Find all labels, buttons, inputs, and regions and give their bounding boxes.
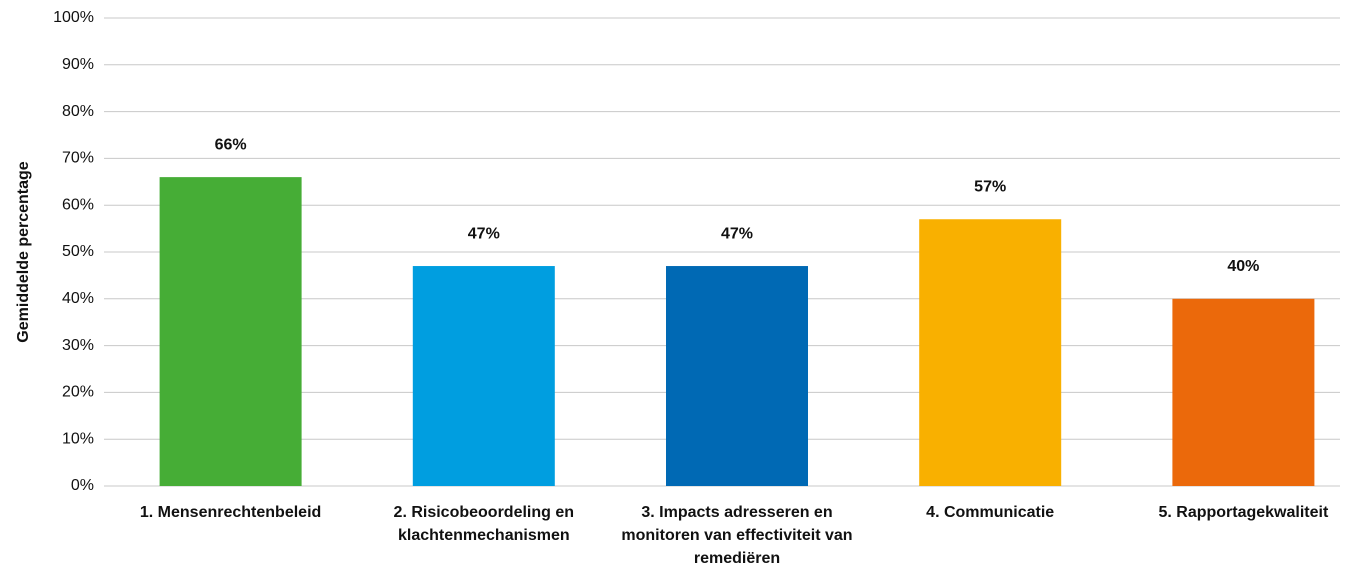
y-axis-label: Gemiddelde percentage bbox=[15, 161, 32, 342]
x-tick-label: 3. Impacts adresseren en monitoren van e… bbox=[621, 504, 853, 567]
bar bbox=[919, 219, 1062, 487]
y-tick-label: 70% bbox=[62, 150, 94, 167]
bar bbox=[159, 177, 302, 486]
y-tick-label: 50% bbox=[62, 243, 94, 260]
y-tick-label: 10% bbox=[62, 430, 94, 447]
x-tick-label: 4. Communicatie bbox=[926, 504, 1055, 521]
x-tick-label: 5. Rapportagekwaliteit bbox=[1158, 504, 1329, 521]
x-tick-label: 1. Mensenrechtenbeleid bbox=[139, 504, 322, 521]
y-tick-label: 100% bbox=[53, 9, 94, 26]
y-tick-label: 60% bbox=[62, 196, 94, 213]
bar bbox=[666, 266, 808, 486]
y-tick-label: 90% bbox=[62, 56, 94, 73]
y-tick-label: 80% bbox=[62, 103, 94, 120]
x-tick-label: 2. Risicobeoordeling en klachtenmechanis… bbox=[393, 504, 575, 544]
y-tick-label: 0% bbox=[71, 477, 94, 494]
bar bbox=[1172, 298, 1315, 486]
value-label: 47% bbox=[721, 225, 753, 242]
y-tick-label: 30% bbox=[62, 337, 94, 354]
value-label: 40% bbox=[1227, 258, 1259, 275]
value-label: 57% bbox=[974, 178, 1006, 195]
bar bbox=[412, 266, 555, 486]
y-tick-label: 20% bbox=[62, 384, 94, 401]
value-label: 66% bbox=[215, 136, 247, 153]
value-label: 47% bbox=[468, 225, 500, 242]
y-tick-label: 40% bbox=[62, 290, 94, 307]
